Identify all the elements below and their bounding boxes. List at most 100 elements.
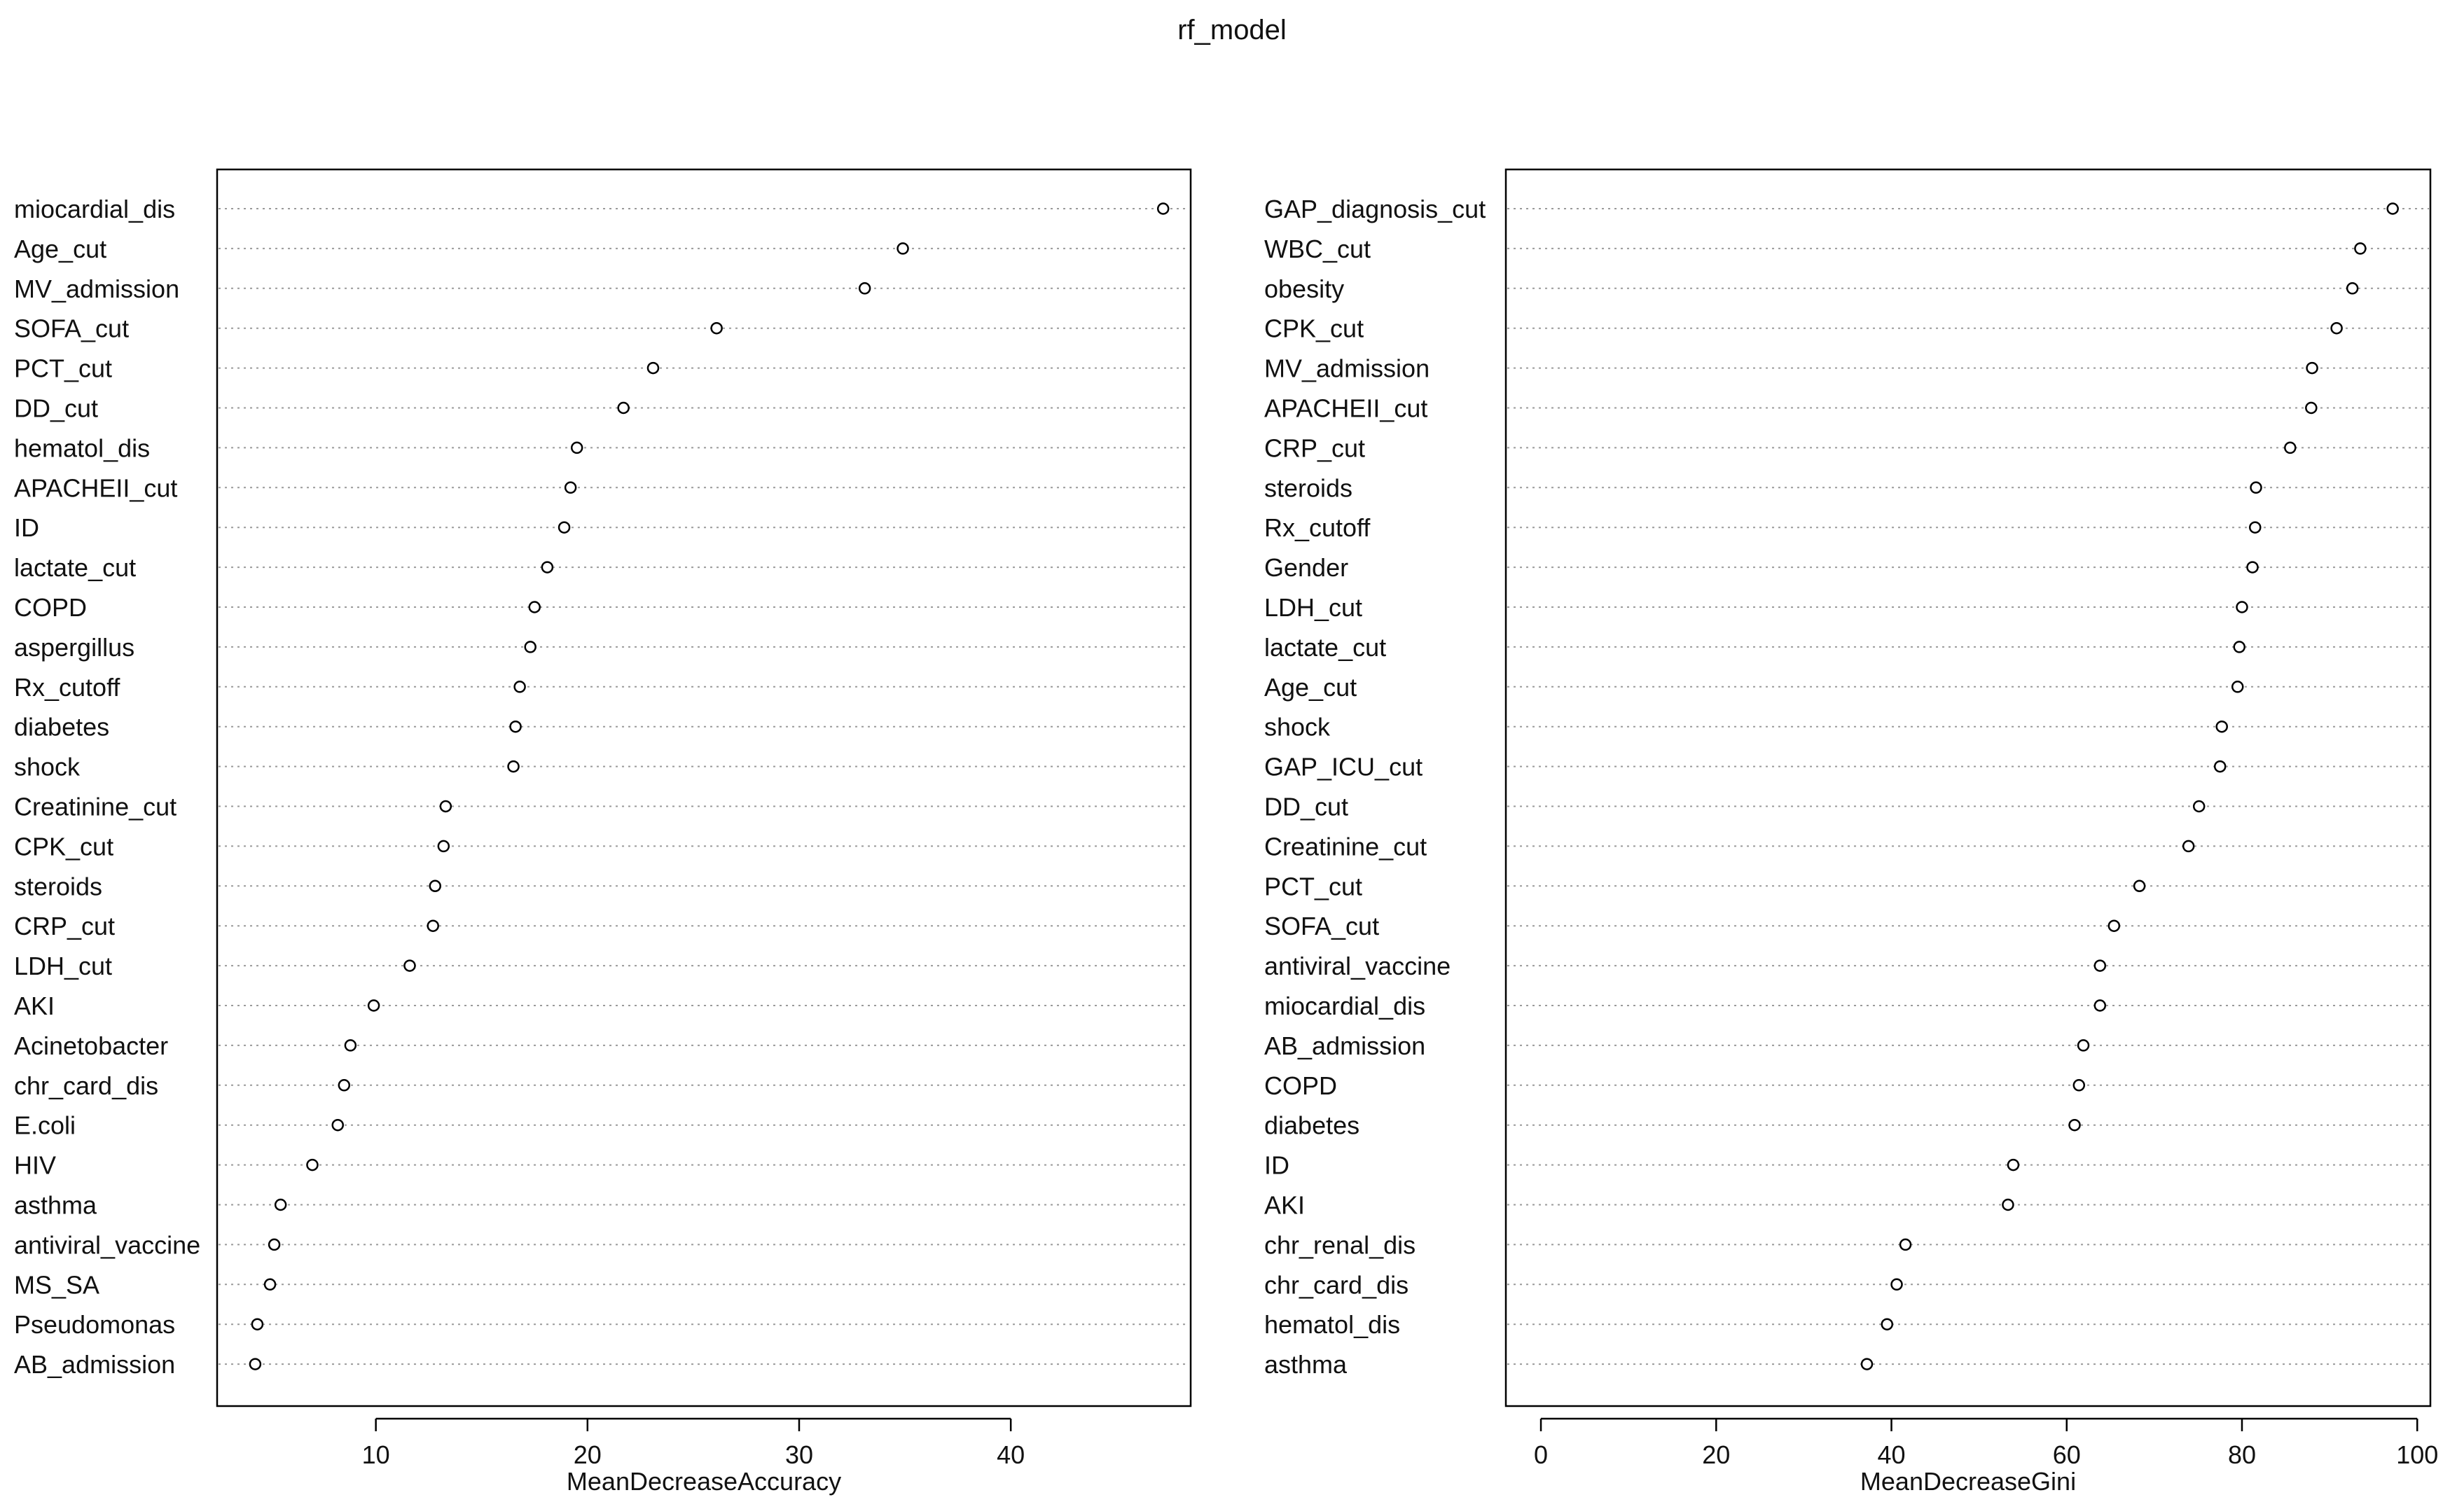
data-point xyxy=(331,1118,344,1132)
category-label: aspergillus xyxy=(14,633,134,662)
data-point xyxy=(367,999,380,1012)
chart-title: rf_model xyxy=(1177,15,1287,46)
x-tick-label: 100 xyxy=(2396,1440,2438,1469)
category-label: Creatinine_cut xyxy=(1264,832,1427,861)
data-point xyxy=(2002,1198,2014,1211)
category-label: chr_card_dis xyxy=(14,1071,158,1100)
data-point xyxy=(1860,1358,1874,1370)
category-label: Rx_cutoff xyxy=(14,673,120,702)
category-label: lactate_cut xyxy=(1264,633,1386,662)
data-point xyxy=(2305,401,2318,415)
category-label: GAP_ICU_cut xyxy=(1264,753,1423,781)
data-point xyxy=(251,1318,264,1330)
category-label: shock xyxy=(1264,713,1331,742)
data-point xyxy=(710,321,723,335)
category-label: obesity xyxy=(1264,274,1344,303)
data-point xyxy=(897,242,909,255)
data-point xyxy=(1890,1278,1903,1291)
x-axis-label: MeanDecreaseAccuracy xyxy=(567,1467,841,1496)
category-label: DD_cut xyxy=(14,394,98,423)
data-point xyxy=(617,401,630,415)
category-label: hematol_dis xyxy=(14,433,150,462)
x-tick-label: 60 xyxy=(2053,1440,2081,1469)
category-label: LDH_cut xyxy=(1264,593,1362,622)
data-point xyxy=(2236,601,2248,613)
data-point xyxy=(2093,999,2107,1012)
category-label: Creatinine_cut xyxy=(14,793,177,821)
category-label: chr_renal_dis xyxy=(1264,1230,1416,1259)
data-point xyxy=(427,919,439,932)
category-label: steroids xyxy=(14,872,102,900)
category-label: CPK_cut xyxy=(14,832,113,861)
data-point xyxy=(403,959,416,972)
data-point xyxy=(2231,681,2244,693)
data-point xyxy=(1156,202,1170,215)
category-label: APACHEII_cut xyxy=(14,473,177,502)
data-point xyxy=(524,641,537,653)
category-label: CPK_cut xyxy=(1264,314,1364,343)
category-label: SOFA_cut xyxy=(1264,912,1379,940)
data-point xyxy=(2192,800,2206,813)
plot-frame xyxy=(216,168,1192,1407)
category-label: AKI xyxy=(14,992,55,1020)
data-point xyxy=(2007,1158,2020,1171)
plot-frame xyxy=(1504,168,2432,1407)
category-label: Acinetobacter xyxy=(14,1031,168,1060)
category-label: COPD xyxy=(14,593,87,622)
category-label: E.coli xyxy=(14,1111,76,1140)
data-point xyxy=(513,681,526,693)
data-point xyxy=(2093,959,2107,972)
category-label: asthma xyxy=(14,1191,97,1220)
data-point xyxy=(437,840,450,853)
category-label: hematol_dis xyxy=(1264,1310,1400,1339)
data-point xyxy=(2133,879,2146,893)
category-label: steroids xyxy=(1264,473,1352,502)
category-label: ID xyxy=(1264,1151,1289,1180)
x-tick-label: 20 xyxy=(574,1440,602,1469)
data-point xyxy=(2213,760,2227,773)
data-point xyxy=(2077,1039,2090,1052)
data-point xyxy=(1881,1318,1894,1330)
x-tick-label: 30 xyxy=(785,1440,813,1469)
category-label: shock xyxy=(14,753,81,781)
category-label: antiviral_vaccine xyxy=(14,1230,200,1259)
data-point xyxy=(306,1158,319,1171)
data-point xyxy=(2346,282,2359,295)
data-point xyxy=(338,1079,351,1092)
category-label: asthma xyxy=(1264,1350,1348,1379)
data-point xyxy=(2107,919,2121,932)
category-label: Age_cut xyxy=(14,235,106,263)
category-label: lactate_cut xyxy=(14,553,136,582)
category-label: AB_admission xyxy=(14,1350,175,1379)
data-point xyxy=(570,441,583,454)
data-point xyxy=(507,760,520,773)
x-tick-label: 80 xyxy=(2228,1440,2256,1469)
data-point xyxy=(2246,561,2259,573)
category-label: antiviral_vaccine xyxy=(1264,952,1451,980)
category-label: PCT_cut xyxy=(14,354,112,383)
data-point xyxy=(558,521,571,534)
category-label: HIV xyxy=(14,1151,56,1180)
data-point xyxy=(2233,641,2245,653)
category-label: GAP_diagnosis_cut xyxy=(1264,195,1486,223)
category-label: Gender xyxy=(1264,553,1348,582)
x-tick-label: 0 xyxy=(1534,1440,1548,1469)
data-point xyxy=(2215,720,2228,733)
data-point xyxy=(268,1238,281,1251)
category-label: COPD xyxy=(1264,1071,1337,1100)
category-label: DD_cut xyxy=(1264,793,1348,821)
x-axis-label: MeanDecreaseGini xyxy=(1860,1467,2076,1496)
category-label: SOFA_cut xyxy=(14,314,129,343)
category-label: diabetes xyxy=(14,713,109,742)
data-point xyxy=(858,282,871,295)
data-point xyxy=(1899,1238,1912,1251)
category-label: WBC_cut xyxy=(1264,235,1371,263)
data-point xyxy=(509,720,522,733)
data-point xyxy=(2250,481,2262,494)
x-tick-label: 40 xyxy=(1877,1440,1905,1469)
category-label: PCT_cut xyxy=(1264,872,1362,900)
data-point xyxy=(439,800,452,813)
data-point xyxy=(2306,361,2318,375)
